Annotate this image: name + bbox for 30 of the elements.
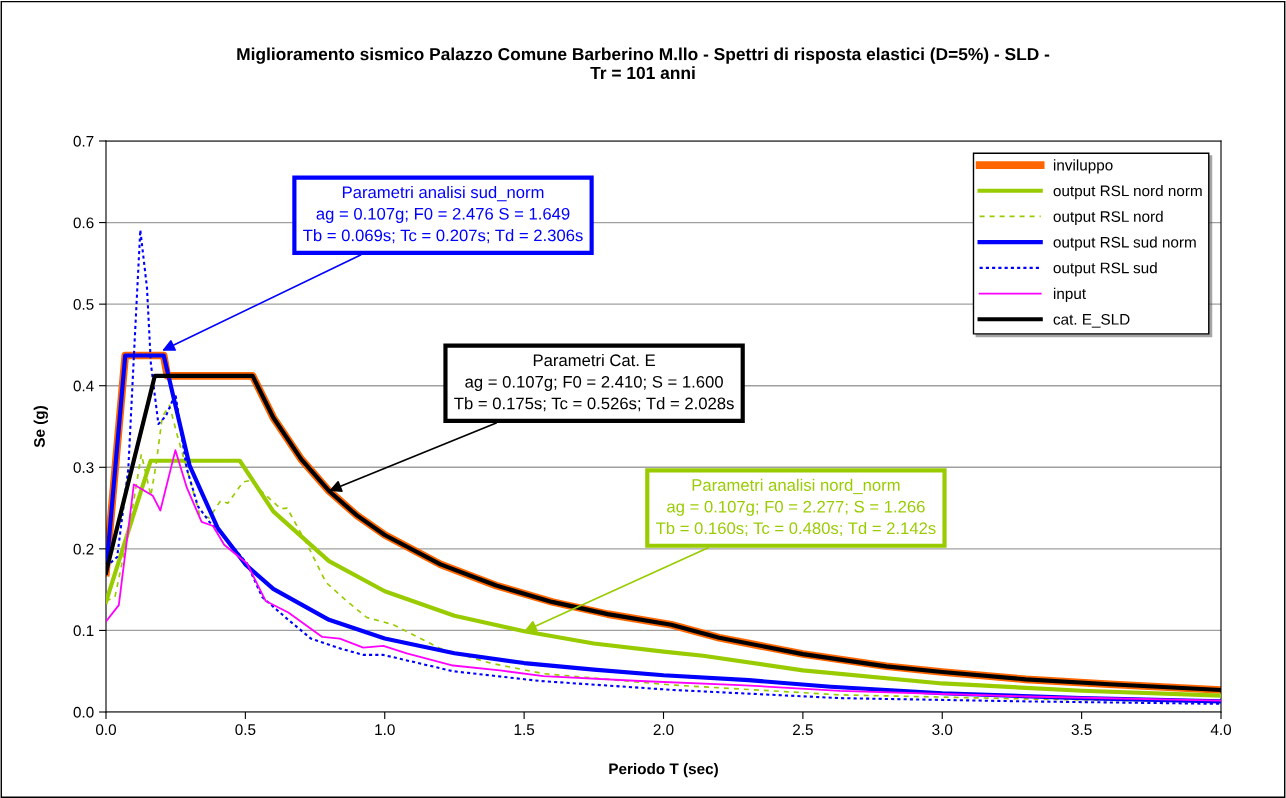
chart-title: Miglioramento sismico Palazzo Comune Barberino M.llo - Spettri di risposta elastici (D=5%) - SLD - Tr = 101 anni [237, 47, 1050, 80]
legend-label: input [1053, 287, 1086, 303]
x-tick-label: 3.5 [1071, 724, 1092, 736]
y-tick-label: 0.6 [73, 217, 94, 229]
annotation: Parametri analisi sud_norm ag = 0.107g; F0 = 2.476 S = 1.649 Tb = 0.069s; Tc = 0.207s; Td = 2.306s [303, 185, 583, 244]
y-tick-label: 0.1 [73, 625, 94, 637]
legend-label: output RSL nord norm [1053, 185, 1202, 200]
annotation: Parametri analisi nord_norm ag = 0.107g; F0 = 2.277; S = 1.266 Tb = 0.160s; Tc = 0.480s; Td = 2.142s [655, 478, 936, 537]
y-tick-label: 0.0 [73, 706, 94, 718]
x-tick-label: 2.0 [653, 724, 674, 736]
x-tick-label: 1.0 [375, 724, 395, 736]
legend-label: output RSL sud [1053, 262, 1157, 277]
x-axis-title: Periodo T (sec) [609, 763, 718, 778]
x-tick-label: 2.5 [793, 724, 813, 736]
y-tick-label: 0.2 [73, 543, 94, 555]
y-tick-label: 0.3 [73, 462, 94, 473]
x-tick-label: 0.5 [235, 724, 256, 736]
x-tick-label: 1.5 [514, 724, 535, 736]
legend-label: inviluppo [1053, 159, 1113, 174]
x-tick-label: 3.0 [932, 724, 953, 736]
x-tick-label: 4.0 [1210, 724, 1232, 736]
x-tick-label: 0.0 [95, 724, 117, 736]
legend-label: output RSL nord [1053, 210, 1163, 225]
annotation: Parametri Cat. E ag = 0.107g; F0 = 2.410; S = 1.600 Tb = 0.175s; Tc = 0.526s; Td = 2.028s [454, 353, 734, 412]
y-tick-label: 0.5 [73, 299, 94, 310]
y-tick-label: 0.7 [73, 135, 94, 147]
y-axis-title: Se (g) [33, 406, 48, 448]
legend-label: output RSL sud norm [1053, 236, 1196, 251]
legend-label: cat. E_SLD [1053, 313, 1130, 328]
y-tick-label: 0.4 [73, 380, 94, 392]
